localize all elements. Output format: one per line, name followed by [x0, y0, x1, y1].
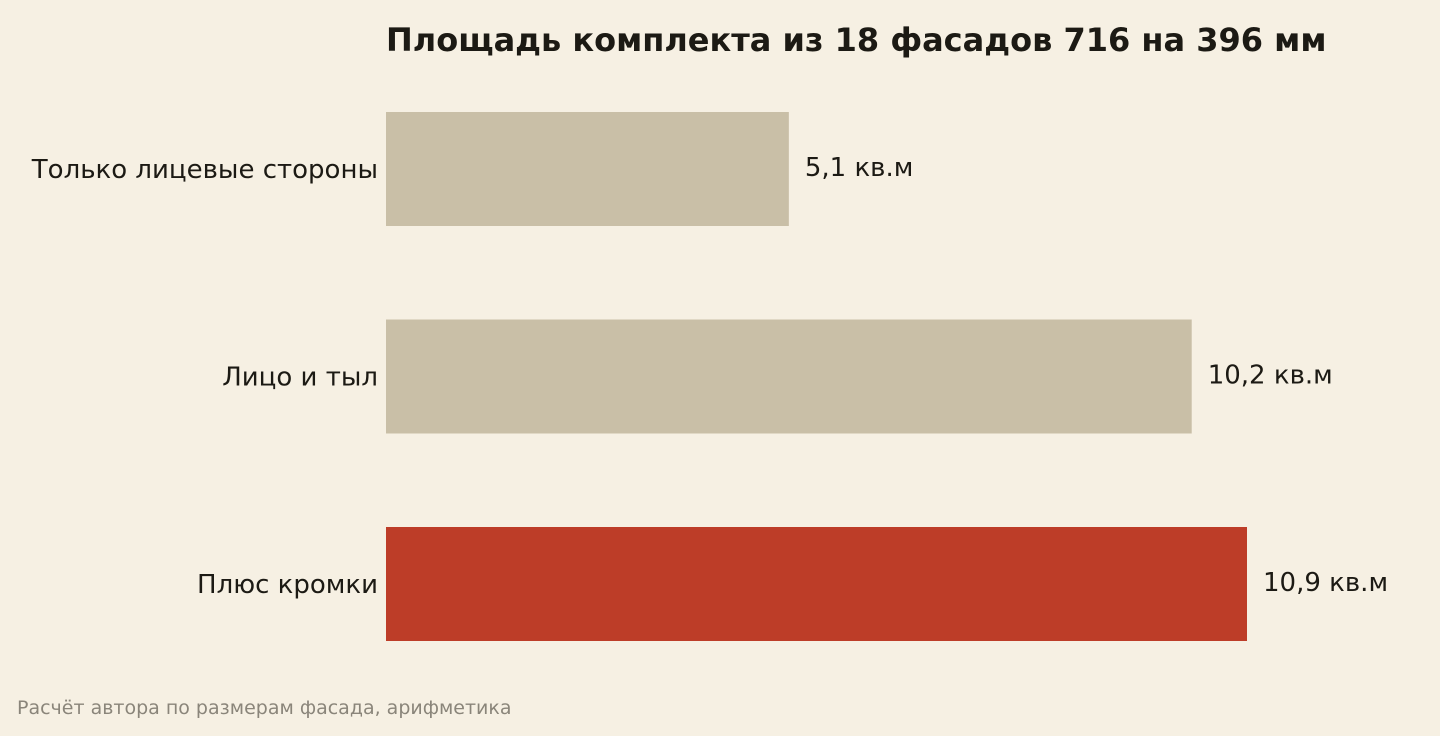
- value-labels-group: 5,1 кв.м 10,2 кв.м 10,9 кв.м: [805, 153, 1388, 598]
- category-labels-group: Только лицевые стороны Лицо и тыл Плюс кро…: [31, 155, 378, 600]
- category-label-3: Плюс кромки: [197, 570, 378, 600]
- bar-2: [386, 319, 1192, 434]
- chart-title: Площадь комплекта из 18 фасадов 716 на 3…: [386, 21, 1326, 59]
- bars-group: [386, 112, 1247, 641]
- bar-1: [386, 112, 789, 226]
- value-label-3: 10,9 кв.м: [1263, 568, 1388, 598]
- bar-3: [386, 527, 1247, 641]
- value-label-1: 5,1 кв.м: [805, 153, 914, 183]
- chart-source-note: Расчёт автора по размерам фасада, арифме…: [17, 697, 512, 719]
- category-label-1: Только лицевые стороны: [31, 155, 378, 185]
- category-label-2: Лицо и тыл: [222, 363, 378, 393]
- value-label-2: 10,2 кв.м: [1208, 361, 1333, 391]
